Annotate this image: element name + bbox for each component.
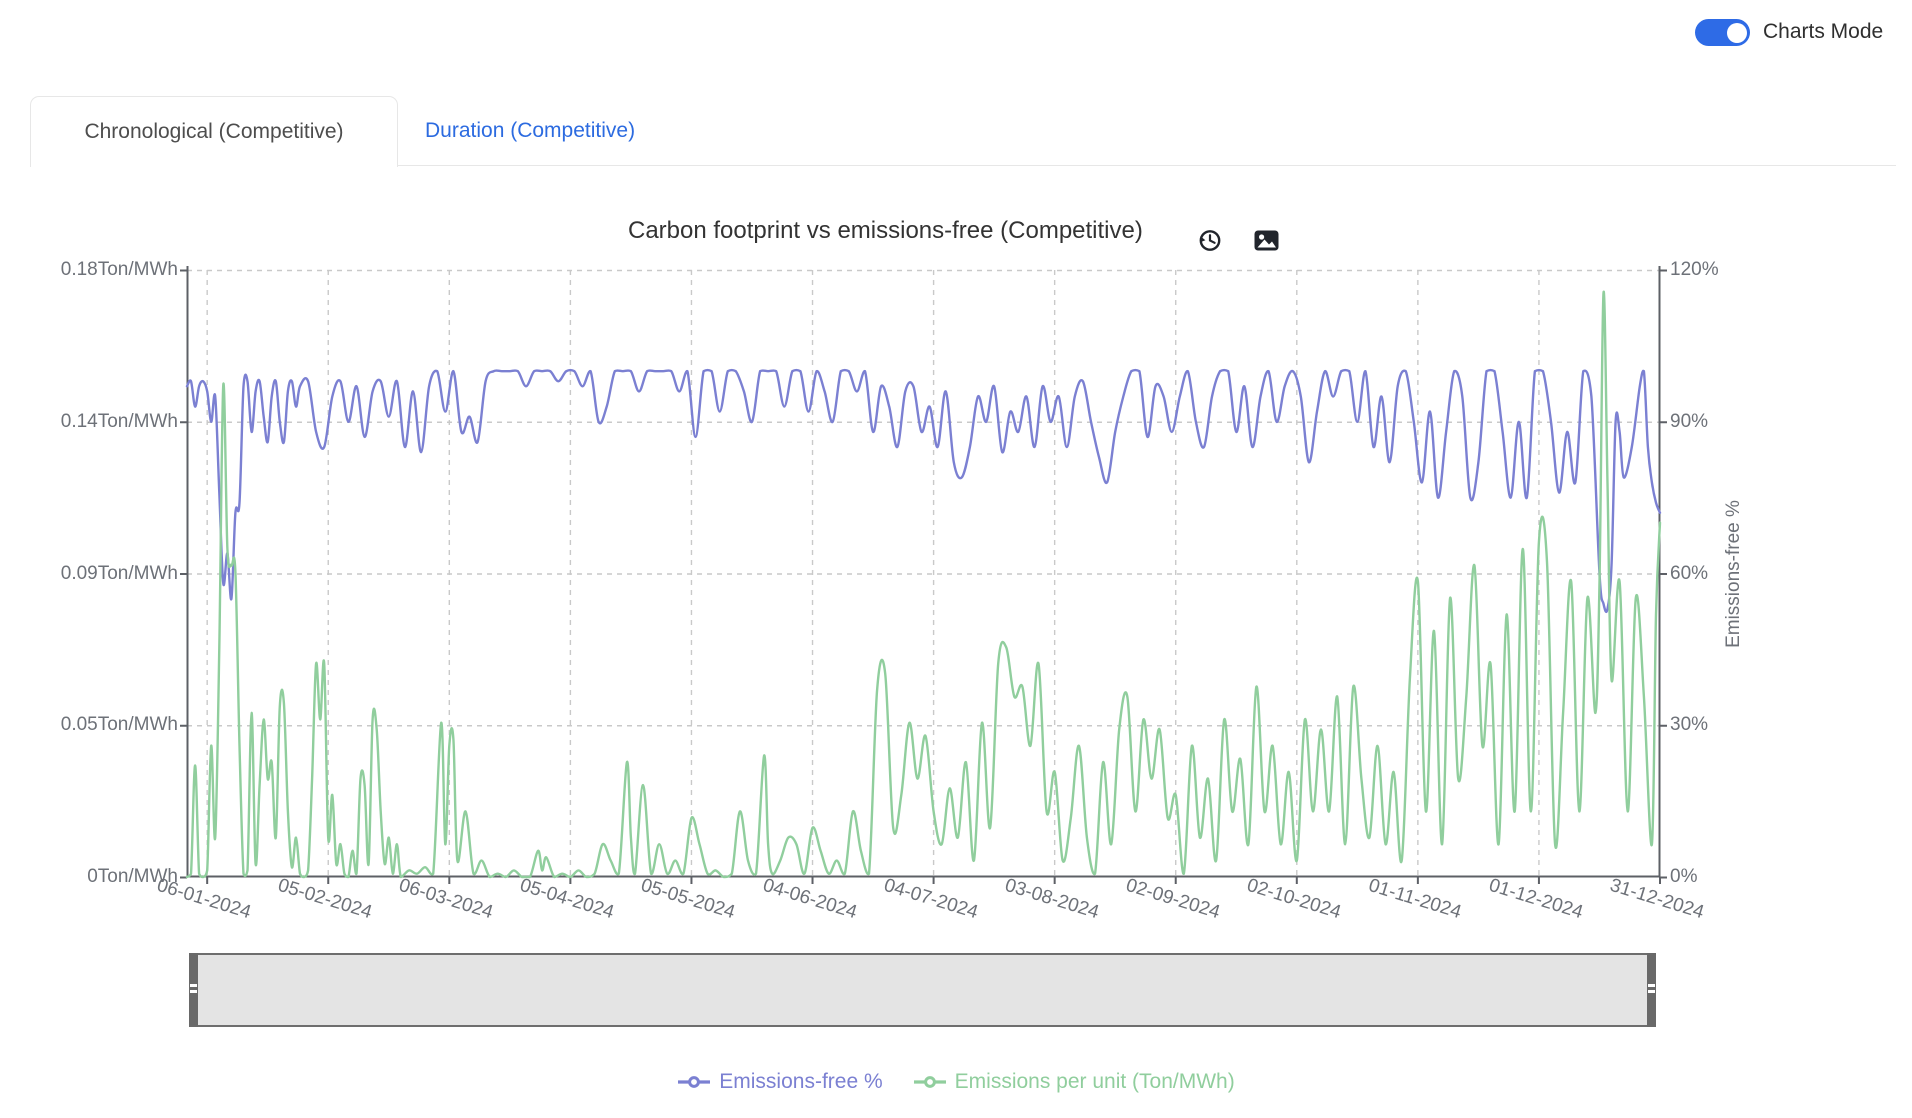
left-axis-label: 0Ton/MWh xyxy=(87,866,178,887)
x-axis-label: 04-07-2024 xyxy=(880,874,981,924)
x-axis-label: 01-12-2024 xyxy=(1486,874,1586,924)
legend: Emissions-free % Emissions per unit (Ton… xyxy=(0,1070,1912,1094)
tabs-underline xyxy=(30,165,1896,166)
x-axis-label: 05-02-2024 xyxy=(275,874,375,924)
right-axis-title: Emissions-free % xyxy=(1723,500,1744,648)
right-axis-label: 90% xyxy=(1670,410,1709,432)
chart-title: Carbon footprint vs emissions-free (Comp… xyxy=(628,217,1143,244)
legend-item-emissions-free[interactable]: Emissions-free % xyxy=(677,1070,883,1094)
left-axis-label: 0.05Ton/MWh xyxy=(60,714,178,736)
tab-chronological[interactable]: Chronological (Competitive) xyxy=(30,96,398,167)
right-axis-label: 0% xyxy=(1670,866,1698,887)
datazoom-slider[interactable] xyxy=(189,953,1656,1027)
grip-icon xyxy=(1648,984,1655,996)
right-axis-label: 120% xyxy=(1670,259,1719,280)
save-image-icon[interactable] xyxy=(1253,227,1280,254)
x-axis-label: 03-08-2024 xyxy=(1002,874,1102,924)
right-axis-label: 60% xyxy=(1670,562,1709,584)
left-axis-label: 0.09Ton/MWh xyxy=(60,562,178,584)
charts-mode-label: Charts Mode xyxy=(1763,20,1884,43)
grip-icon xyxy=(190,984,197,996)
tab-duration-label: Duration (Competitive) xyxy=(425,119,636,142)
datazoom-left-handle[interactable] xyxy=(189,953,198,1027)
x-axis-label: 01-11-2024 xyxy=(1365,874,1464,924)
restore-history-icon[interactable] xyxy=(1196,227,1223,254)
toggle-knob-icon xyxy=(1726,22,1747,43)
plot-area xyxy=(180,266,1667,884)
x-axis-label: 05-05-2024 xyxy=(638,874,738,924)
series-line-emissions-per-unit xyxy=(185,290,1662,879)
x-axis-label: 06-03-2024 xyxy=(396,874,496,924)
legend-label: Emissions per unit (Ton/MWh) xyxy=(954,1070,1235,1093)
line-marker-icon xyxy=(913,1076,946,1088)
legend-label: Emissions-free % xyxy=(719,1070,883,1093)
x-axis-label: 02-09-2024 xyxy=(1123,874,1223,924)
legend-item-emissions-per-unit[interactable]: Emissions per unit (Ton/MWh) xyxy=(913,1070,1235,1094)
series-line-emissions-free xyxy=(185,368,1662,614)
x-axis-label: 02-10-2024 xyxy=(1244,874,1344,924)
line-marker-icon xyxy=(678,1076,711,1088)
x-axis-label: 04-06-2024 xyxy=(759,874,859,924)
left-axis-label: 0.18Ton/MWh xyxy=(60,259,178,280)
tab-duration[interactable]: Duration (Competitive) xyxy=(425,96,635,166)
left-axis-label: 0.14Ton/MWh xyxy=(60,410,178,432)
x-axis-label: 06-01-2024 xyxy=(154,874,254,924)
datazoom-right-handle[interactable] xyxy=(1647,953,1656,1027)
tab-chronological-label: Chronological (Competitive) xyxy=(84,120,344,143)
right-axis-label: 30% xyxy=(1670,714,1709,736)
charts-mode-toggle[interactable] xyxy=(1695,19,1750,46)
x-axis-label: 05-04-2024 xyxy=(517,874,617,924)
